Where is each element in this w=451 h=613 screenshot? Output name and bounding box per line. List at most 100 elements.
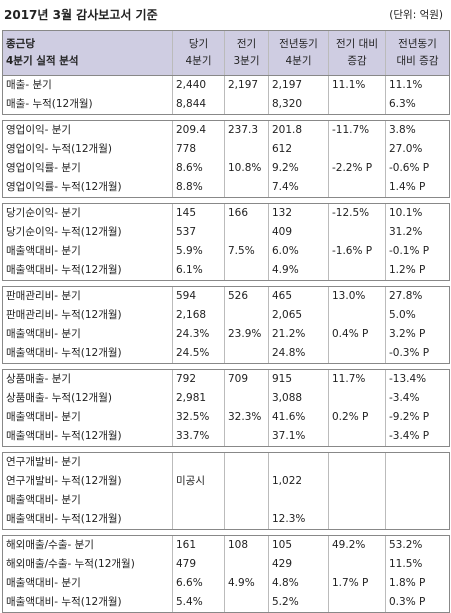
last-year-quarter-value: 2,197 (268, 75, 329, 95)
table-row: 매출액대비- 누적(12개월) 24.5% 24.8% -0.3% P (2, 344, 450, 364)
previous-quarter-value (224, 306, 269, 325)
yoy-change: -0.3% P (385, 344, 450, 364)
yoy-change: 1.4% P (385, 178, 450, 198)
row-label: 매출액대비- 분기 (2, 325, 173, 344)
row-label: 매출액대비- 누적(12개월) (2, 344, 173, 364)
last-year-quarter-value: 2,065 (268, 306, 329, 325)
table-row: 영업이익률- 분기 8.6% 10.8% 9.2% -2.2% P -0.6% P (2, 159, 450, 178)
row-label: 당기순이익- 분기 (2, 203, 173, 223)
qoq-change: -11.7% (328, 120, 386, 140)
row-label: 상품매출- 누적(12개월) (2, 389, 173, 408)
yoy-change: 1.2% P (385, 261, 450, 281)
qoq-change (328, 491, 386, 510)
current-quarter-value: 8.8% (172, 178, 225, 198)
current-quarter-value: 778 (172, 140, 225, 159)
table-row: 매출- 분기 2,440 2,197 2,197 11.1% 11.1% (2, 75, 450, 95)
qoq-change (328, 261, 386, 281)
yoy-change: 53.2% (385, 535, 450, 555)
table-row: 상품매출- 누적(12개월) 2,981 3,088 -3.4% (2, 389, 450, 408)
qoq-change (328, 472, 386, 491)
current-quarter-value: 594 (172, 286, 225, 306)
row-label: 매출액대비- 분기 (2, 491, 173, 510)
header-col-last-year-line2: 4분기 (285, 55, 312, 67)
current-quarter-value: 32.5% (172, 408, 225, 427)
yoy-change: 11.5% (385, 555, 450, 574)
qoq-change: 0.4% P (328, 325, 386, 344)
header-col-current-line2: 4분기 (185, 55, 212, 67)
qoq-change (328, 95, 386, 115)
qoq-change (328, 306, 386, 325)
current-quarter-value: 6.1% (172, 261, 225, 281)
header-col-previous: 전기 3분기 (224, 30, 269, 76)
yoy-change (385, 510, 450, 530)
previous-quarter-value: 10.8% (224, 159, 269, 178)
last-year-quarter-value: 915 (268, 369, 329, 389)
current-quarter-value: 33.7% (172, 427, 225, 447)
row-label: 해외매출/수출- 누적(12개월) (2, 555, 173, 574)
current-quarter-value (172, 510, 225, 530)
qoq-change (328, 178, 386, 198)
qoq-change: -1.6% P (328, 242, 386, 261)
row-label: 매출액대비- 분기 (2, 242, 173, 261)
performance-table: 종근당 4분기 실적 분석 당기 4분기 전기 3분기 전년동기 4분기 전기 … (2, 30, 450, 613)
yoy-change: 11.1% (385, 75, 450, 95)
table-row: 영업이익- 분기 209.4 237.3 201.8 -11.7% 3.8% (2, 120, 450, 140)
last-year-quarter-value: 4.8% (268, 574, 329, 593)
row-label: 영업이익- 분기 (2, 120, 173, 140)
previous-quarter-value (224, 555, 269, 574)
last-year-quarter-value: 5.2% (268, 593, 329, 613)
yoy-change (385, 491, 450, 510)
table-row: 영업이익- 누적(12개월) 778 612 27.0% (2, 140, 450, 159)
previous-quarter-value: 108 (224, 535, 269, 555)
row-label: 판매관리비- 누적(12개월) (2, 306, 173, 325)
last-year-quarter-value: 612 (268, 140, 329, 159)
last-year-quarter-value (268, 452, 329, 472)
yoy-change: 10.1% (385, 203, 450, 223)
yoy-change: 3.8% (385, 120, 450, 140)
qoq-change (328, 427, 386, 447)
previous-quarter-value: 23.9% (224, 325, 269, 344)
current-quarter-value: 537 (172, 223, 225, 242)
header-col-yoy-line1: 전년동기 (398, 38, 437, 50)
current-quarter-value: 2,440 (172, 75, 225, 95)
yoy-change: 27.0% (385, 140, 450, 159)
table-body: 매출- 분기 2,440 2,197 2,197 11.1% 11.1% 매출- 누적(12… (2, 75, 450, 613)
yoy-change: -0.1% P (385, 242, 450, 261)
last-year-quarter-value: 4.9% (268, 261, 329, 281)
yoy-change: 3.2% P (385, 325, 450, 344)
previous-quarter-value (224, 344, 269, 364)
row-label: 연구개발비- 분기 (2, 452, 173, 472)
yoy-change: 0.3% P (385, 593, 450, 613)
previous-quarter-value (224, 178, 269, 198)
row-label: 매출액대비- 누적(12개월) (2, 261, 173, 281)
current-quarter-value: 6.6% (172, 574, 225, 593)
last-year-quarter-value: 7.4% (268, 178, 329, 198)
previous-quarter-value: 709 (224, 369, 269, 389)
table-row: 매출액대비- 분기 24.3% 23.9% 21.2% 0.4% P 3.2% P (2, 325, 450, 344)
table-row: 당기순이익- 분기 145 166 132 -12.5% 10.1% (2, 203, 450, 223)
current-quarter-value: 145 (172, 203, 225, 223)
current-quarter-value: 8,844 (172, 95, 225, 115)
header-col-last-year: 전년동기 4분기 (268, 30, 329, 76)
last-year-quarter-value: 9.2% (268, 159, 329, 178)
previous-quarter-value (224, 472, 269, 491)
current-quarter-value (172, 491, 225, 510)
previous-quarter-value: 237.3 (224, 120, 269, 140)
row-label: 매출액대비- 분기 (2, 408, 173, 427)
table-row: 매출액대비- 분기 32.5% 32.3% 41.6% 0.2% P -9.2% P (2, 408, 450, 427)
header-col-yoy: 전년동기 대비 증감 (385, 30, 450, 76)
qoq-change (328, 389, 386, 408)
current-quarter-value: 209.4 (172, 120, 225, 140)
current-quarter-value: 161 (172, 535, 225, 555)
last-year-quarter-value: 105 (268, 535, 329, 555)
qoq-change (328, 140, 386, 159)
row-label: 매출- 분기 (2, 75, 173, 95)
last-year-quarter-value: 24.8% (268, 344, 329, 364)
header-col-current-line1: 당기 (188, 38, 209, 50)
header-col-qoq-line2: 증감 (347, 55, 367, 67)
qoq-change: -12.5% (328, 203, 386, 223)
last-year-quarter-value: 465 (268, 286, 329, 306)
yoy-change: 1.8% P (385, 574, 450, 593)
last-year-quarter-value: 429 (268, 555, 329, 574)
yoy-change: 27.8% (385, 286, 450, 306)
